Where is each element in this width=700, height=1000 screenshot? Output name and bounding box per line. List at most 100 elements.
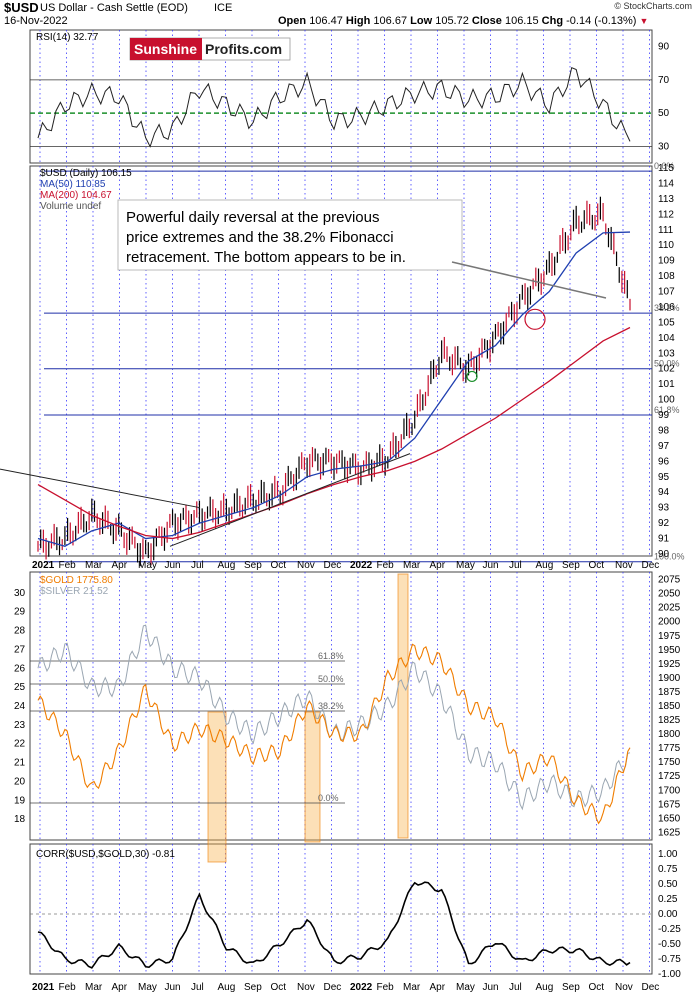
price-y-tick: 110 (658, 240, 674, 251)
silver-y-tick: 21 (14, 758, 26, 769)
gold-y-tick: 2075 (658, 575, 681, 586)
legend-ma50: MA(50) 110.85 (40, 179, 106, 190)
gold-y-tick: 1900 (658, 673, 681, 684)
high-label: High (345, 15, 371, 27)
x-tick-label-upper: Feb (377, 560, 395, 571)
silver-y-tick: 22 (14, 739, 26, 750)
silver-y-tick: 25 (14, 682, 26, 693)
gold-y-tick: 1825 (658, 715, 681, 726)
fib-label: 38.2% (654, 303, 680, 313)
silver-y-tick: 24 (14, 701, 26, 712)
gold-fib-label: 0.0% (318, 793, 339, 803)
fib-label: 61.8% (654, 405, 680, 415)
x-tick-label-lower: Aug (218, 982, 236, 993)
price-y-tick: 100 (658, 395, 675, 406)
x-tick-label-lower: Jun (165, 982, 181, 993)
price-y-tick: 95 (658, 472, 670, 483)
x-tick-label-lower: Mar (403, 982, 421, 993)
x-tick-label-lower: May (456, 982, 475, 993)
gold-fib-label: 38.2% (318, 701, 344, 711)
x-tick-label-upper: Jul (191, 560, 204, 571)
silver-y-tick: 23 (14, 720, 26, 731)
rsi-y-tick: 50 (658, 108, 670, 119)
attribution: © StockCharts.com (614, 1, 692, 11)
gold-y-tick: 1650 (658, 813, 681, 824)
highlight-box (397, 573, 409, 839)
rsi-y-tick: 90 (658, 42, 670, 53)
corr-line (37, 881, 631, 969)
fib-label: 50.0% (654, 359, 680, 369)
x-tick-label-upper: Mar (85, 560, 103, 571)
corr-y-tick: -0.25 (658, 924, 681, 935)
high-value: 106.67 (373, 15, 408, 27)
highlight-box (207, 711, 227, 863)
x-tick-label-upper: Oct (271, 560, 287, 571)
annotation-line-1: Powerful daily reversal at the previous (126, 209, 379, 226)
close-value: 106.15 (504, 15, 539, 27)
silver-y-tick: 20 (14, 776, 26, 787)
chart-date: 16-Nov-2022 (4, 15, 68, 27)
fib-label: 0.0% (654, 161, 675, 171)
x-tick-label-lower: Apr (112, 982, 128, 993)
support-circle-marker (466, 370, 478, 383)
corr-legend-label: CORR($USD,$GOLD,30) -0.81 (36, 849, 175, 860)
gold-y-tick: 1925 (658, 659, 681, 670)
symbol-title: $USD (4, 0, 39, 15)
price-y-tick: 112 (658, 209, 674, 220)
gold-y-tick: 1950 (658, 645, 681, 656)
silver-y-tick: 28 (14, 626, 26, 637)
x-tick-label-lower: 2022 (350, 982, 373, 993)
gold-line (37, 643, 631, 825)
x-tick-label-lower: Sep (244, 982, 262, 993)
x-tick-label-lower: Feb (377, 982, 395, 993)
rsi-y-tick: 70 (658, 75, 670, 86)
silver-y-tick: 26 (14, 663, 26, 674)
x-tick-label-upper: Jun (165, 560, 181, 571)
legend-usd: $USD (Daily) 106.15 (40, 168, 132, 179)
ma50-line (37, 231, 631, 547)
corr-y-tick: 0.75 (658, 864, 678, 875)
x-tick-label-upper: Dec (324, 560, 342, 571)
x-tick-label-upper: Mar (403, 560, 421, 571)
price-y-tick: 92 (658, 518, 670, 529)
low-value: 105.72 (435, 15, 469, 27)
corr-y-tick: 0.00 (658, 909, 678, 920)
x-tick-label-lower: Nov (297, 982, 315, 993)
x-tick-label-upper: Jun (483, 560, 499, 571)
gold-y-tick: 1675 (658, 799, 681, 810)
price-y-tick: 109 (658, 256, 675, 267)
price-y-tick: 108 (658, 271, 675, 282)
price-y-tick: 98 (658, 425, 670, 436)
silver-y-tick: 18 (14, 814, 26, 825)
close-label: Close (471, 15, 502, 27)
price-y-tick: 96 (658, 456, 670, 467)
corr-legend: CORR($USD,$GOLD,30) -0.81 (36, 849, 175, 860)
x-tick-label-lower: Oct (589, 982, 605, 993)
x-tick-label-lower: Sep (562, 982, 580, 993)
downtrend-line (0, 468, 201, 509)
x-tick-label-lower: Jun (483, 982, 499, 993)
corr-panel-frame (29, 843, 653, 975)
x-tick-label-upper: Apr (430, 560, 446, 571)
annotation-callout: Powerful daily reversal at the previous … (117, 199, 607, 299)
gold-fib-label: 61.8% (318, 651, 344, 661)
x-tick-label-lower: Oct (271, 982, 287, 993)
price-y-tick: 91 (658, 534, 670, 545)
x-tick-label-lower: Apr (430, 982, 446, 993)
chg-value: -0.14 (-0.13%) (566, 15, 637, 27)
fib-label: 100.0% (654, 552, 685, 562)
x-tick-label-upper: Nov (297, 560, 315, 571)
highlight-box (304, 711, 321, 843)
x-tick-label-lower: Jul (191, 982, 204, 993)
silver-y-tick: 19 (14, 795, 26, 806)
gold-y-tick: 1725 (658, 771, 681, 782)
x-tick-label-upper: Apr (112, 560, 128, 571)
rsi-line (37, 66, 631, 148)
price-panel-frame (29, 165, 653, 557)
gold-y-tick: 1975 (658, 631, 681, 642)
x-tick-label-upper: Oct (589, 560, 605, 571)
gold-legend: $GOLD 1775.80 $SILVER 21.52 (40, 575, 113, 597)
down-triangle-icon: ▼ (639, 16, 649, 26)
x-tick-label-upper: Dec (642, 560, 660, 571)
rsi-y-tick: 30 (658, 141, 670, 152)
